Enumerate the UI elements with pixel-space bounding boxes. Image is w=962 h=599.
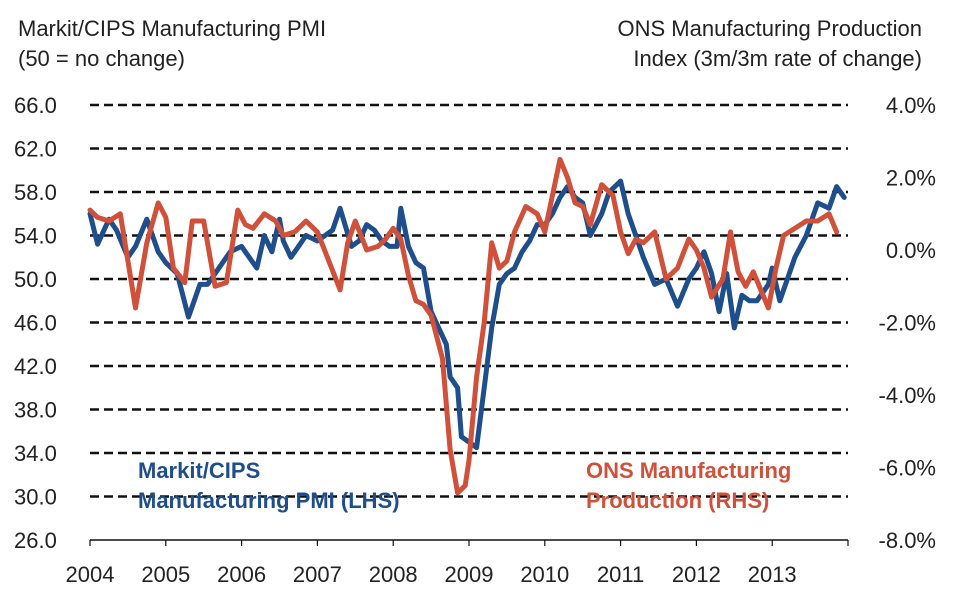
left-axis-title: Markit/CIPS Manufacturing PMI (50 = no c… [18, 14, 326, 74]
pmi-series-label-line-2: Manufacturing PMI (LHS) [138, 488, 400, 513]
x-tick-label: 2011 [597, 562, 644, 587]
left-tick-label: 30.0 [14, 485, 57, 510]
right-tick-label: 2.0% [886, 166, 936, 191]
x-tick-label: 2005 [141, 562, 190, 587]
x-tick-label: 2013 [748, 562, 797, 587]
left-axis-title-line-2: (50 = no change) [18, 46, 185, 71]
x-tick-label: 2008 [369, 562, 418, 587]
pmi-series-label: Markit/CIPS Manufacturing PMI (LHS) [138, 456, 400, 516]
left-tick-label: 46.0 [14, 311, 57, 336]
left-tick-label: 38.0 [14, 398, 57, 423]
x-tick-label: 2009 [445, 562, 494, 587]
left-tick-label: 50.0 [14, 267, 57, 292]
left-tick-label: 42.0 [14, 354, 57, 379]
ons-series-label: ONS Manufacturing Production (RHS) [586, 456, 791, 516]
right-tick-label: -2.0% [879, 311, 936, 336]
pmi-series-line [87, 178, 847, 451]
ons-series-label-line-2: Production (RHS) [586, 488, 770, 513]
right-axis-title: ONS Manufacturing Production Index (3m/3… [618, 14, 923, 74]
left-tick-label: 58.0 [14, 180, 57, 205]
left-tick-label: 26.0 [14, 528, 57, 553]
right-tick-label: -4.0% [879, 383, 936, 408]
x-tick-label: 2004 [66, 562, 115, 587]
right-axis-title-line-1: ONS Manufacturing Production [617, 16, 923, 41]
left-axis-title-line-1: Markit/CIPS Manufacturing PMI [18, 16, 327, 41]
left-tick-label: 34.0 [14, 441, 57, 466]
left-tick-label: 54.0 [14, 224, 57, 249]
pmi-series-label-line-1: Markit/CIPS [138, 458, 261, 483]
right-tick-label: 4.0% [886, 93, 936, 118]
right-tick-label: -6.0% [879, 456, 936, 481]
x-tick-label: 2007 [293, 562, 342, 587]
ons-series-label-line-1: ONS Manufacturing [586, 458, 792, 483]
ons-series-line [87, 156, 840, 496]
left-tick-label: 62.0 [14, 137, 57, 162]
right-axis-title-line-2: Index (3m/3m rate of change) [633, 46, 922, 71]
x-tick-label: 2012 [672, 562, 721, 587]
right-tick-label: -8.0% [879, 528, 936, 553]
left-tick-label: 66.0 [14, 93, 57, 118]
x-tick-label: 2010 [520, 562, 569, 587]
right-tick-label: 0.0% [886, 238, 936, 263]
x-tick-label: 2006 [217, 562, 266, 587]
